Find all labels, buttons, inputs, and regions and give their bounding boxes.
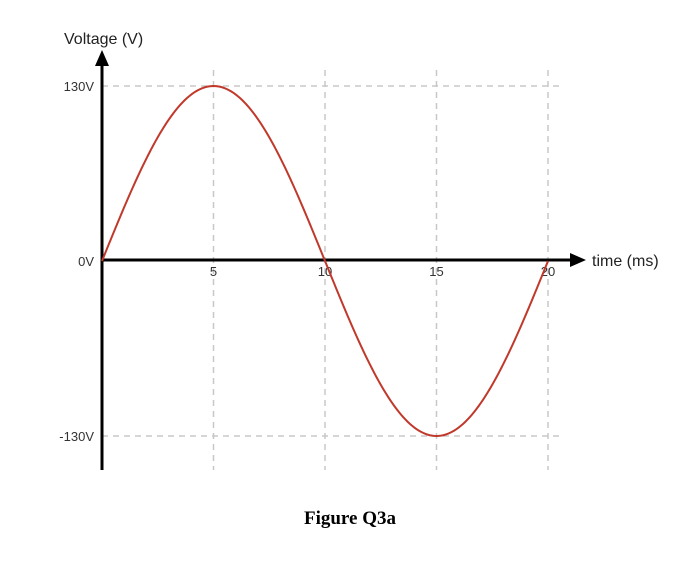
voltage-sine-curve bbox=[101, 84, 549, 438]
y-tick-label: 0V bbox=[78, 254, 94, 269]
axes bbox=[95, 50, 586, 470]
grid-lines bbox=[102, 70, 562, 470]
y-axis-arrow-icon bbox=[95, 50, 109, 66]
x-tick-label: 5 bbox=[210, 264, 217, 279]
y-tick-label: 130V bbox=[64, 79, 95, 94]
figure-caption: Figure Q3a bbox=[303, 508, 396, 529]
y-tick-label: -130V bbox=[59, 429, 94, 444]
x-tick-label: 15 bbox=[429, 264, 443, 279]
x-axis-title: time (ms) bbox=[592, 253, 659, 270]
x-axis-arrow-icon bbox=[570, 253, 586, 267]
y-axis-title: Voltage (V) bbox=[64, 31, 143, 48]
